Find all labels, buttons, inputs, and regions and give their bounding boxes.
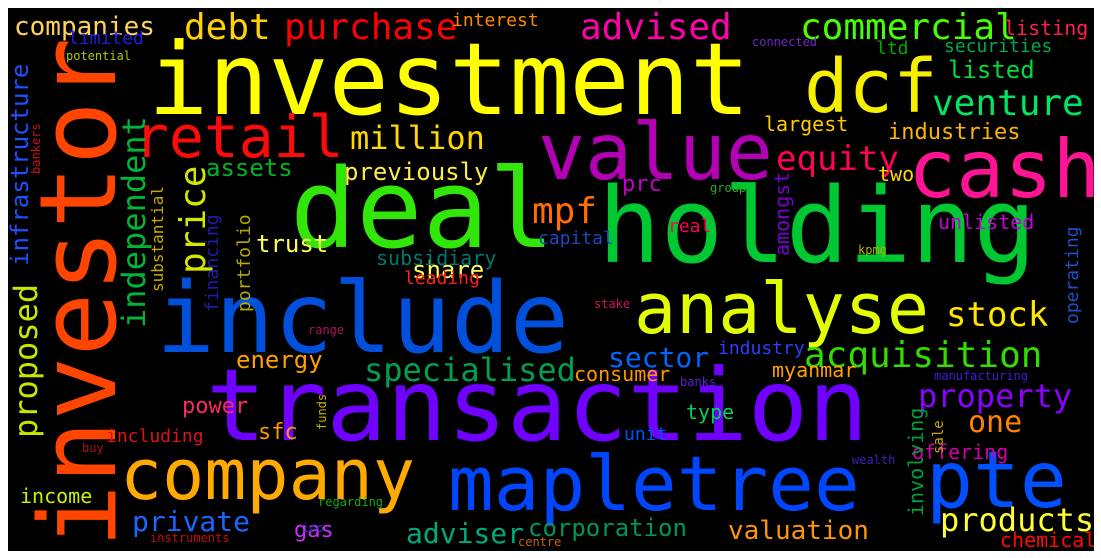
word-proposed: proposed (8, 283, 45, 438)
word-banks: banks (680, 375, 717, 389)
word-private: private (132, 505, 251, 538)
word-valuation: valuation (728, 516, 869, 546)
word-one: one (968, 405, 1023, 440)
word-energy: energy (236, 346, 323, 374)
word-group: group (710, 181, 747, 195)
word-regarding: regarding (318, 495, 384, 509)
word-holding: holding (598, 165, 1037, 287)
word-real: real (668, 216, 712, 237)
word-limited: limited (68, 28, 144, 49)
word-stake: stake (594, 297, 631, 311)
word-subsidiary: subsidiary (376, 246, 497, 270)
word-specialised: specialised (364, 351, 576, 389)
word-consumer: consumer (574, 362, 671, 386)
word-retail: retail (134, 103, 344, 171)
word-investment: investment (148, 21, 751, 138)
word-interest: interest (452, 10, 539, 31)
word-assets: assets (206, 154, 293, 182)
word-involving: involving (904, 407, 928, 516)
word-buy: buy (82, 441, 104, 455)
word-two: two (878, 162, 915, 186)
word-commercial: commercial (800, 8, 1017, 48)
word-value: value (538, 108, 773, 198)
word-funds: funds (315, 393, 329, 430)
word-ipo: ipo (302, 521, 324, 535)
word-company: company (120, 434, 416, 516)
word-industries: industries (888, 120, 1021, 145)
word-power: power (182, 394, 249, 419)
word-unlisted: unlisted (938, 210, 1035, 234)
word-property: property (918, 377, 1073, 415)
word-transaction: transaction (206, 347, 869, 464)
word-companies: companies (14, 12, 155, 42)
word-pte: pte (926, 436, 1067, 526)
word-largest: largest (764, 112, 849, 136)
word-previously: previously (344, 158, 489, 186)
word-listed: listed (948, 56, 1035, 84)
word-potential: potential (66, 49, 132, 63)
word-mpf: mpf (532, 191, 598, 232)
word-income: income (20, 484, 93, 508)
word-manufacturing: manufacturing (934, 369, 1028, 383)
word-equity: equity (776, 139, 899, 179)
word-advised: advised (580, 8, 732, 48)
word-ltd: ltd (876, 38, 909, 59)
word-analyse: analyse (634, 268, 930, 350)
word-sector: sector (608, 341, 710, 374)
word-including: including (106, 426, 204, 447)
word-offering: offering (912, 440, 1009, 464)
word-independent: independent (115, 116, 153, 328)
word-mapletree: mapletree (448, 439, 860, 528)
word-amongst: amongst (770, 171, 794, 256)
word-connected: connected (752, 35, 818, 49)
word-deal: deal (290, 145, 555, 273)
word-unit: unit (624, 424, 668, 445)
word-chemical: chemical (1000, 528, 1094, 551)
word-securities: securities (944, 36, 1053, 57)
word-adviser: adviser (406, 517, 525, 550)
word-operating: operating (1062, 226, 1083, 324)
word-include: include (156, 262, 570, 376)
word-stock: stock (946, 295, 1049, 335)
word-dcf: dcf (804, 44, 938, 130)
word-acquisition: acquisition (804, 335, 1043, 376)
word-wealth: wealth (852, 453, 896, 467)
word-instruments: instruments (150, 531, 230, 545)
word-prc: prc (622, 172, 662, 197)
word-trust: trust (256, 230, 329, 258)
word-portfolio: portfolio (234, 214, 255, 312)
word-cash: cash (908, 123, 1094, 216)
word-gas: gas (294, 518, 334, 543)
word-purchase: purchase (284, 8, 458, 48)
word-bankers: bankers (29, 123, 43, 174)
word-sfc: sfc (258, 420, 298, 445)
word-type: type (686, 400, 735, 424)
word-myanmar: myanmar (772, 358, 857, 382)
word-venture: venture (932, 83, 1084, 124)
word-kpmg: kpmg (858, 243, 887, 257)
word-range: range (308, 323, 345, 337)
word-products: products (940, 501, 1094, 539)
word-share: share (412, 256, 485, 284)
word-listing: listing (1004, 16, 1089, 40)
word-industry: industry (718, 338, 805, 359)
word-corporation: corporation (528, 514, 687, 542)
word-capital: capital (538, 228, 614, 249)
word-substantial: substantial (148, 186, 167, 292)
word-million: million (350, 119, 485, 157)
word-sale: sale (931, 420, 947, 454)
word-financing: financing (202, 214, 223, 312)
word-debt: debt (184, 8, 271, 48)
word-cloud-panel: investment investor holding transaction … (8, 8, 1094, 551)
word-centre: centre (518, 535, 562, 549)
word-leading: leading (404, 268, 480, 289)
